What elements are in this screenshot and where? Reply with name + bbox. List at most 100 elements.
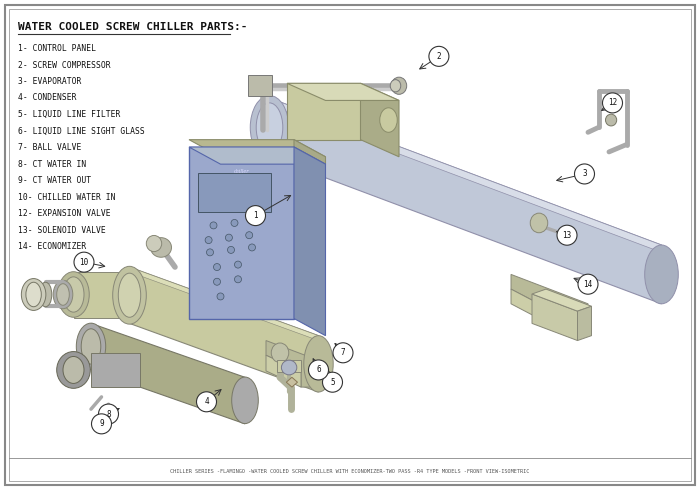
Ellipse shape [53, 280, 73, 309]
Polygon shape [294, 140, 326, 164]
Circle shape [74, 252, 94, 272]
Circle shape [248, 244, 256, 251]
Circle shape [234, 276, 241, 283]
Text: 10: 10 [79, 258, 89, 267]
Text: 3- EVAPORATOR: 3- EVAPORATOR [18, 77, 81, 86]
Circle shape [197, 392, 216, 412]
Text: CHILLER SERIES -FLAMINGO -WATER COOLED SCREW CHILLER WITH ECONOMIZER-TWO PASS -R: CHILLER SERIES -FLAMINGO -WATER COOLED S… [170, 468, 530, 473]
Text: 4- CONDENSER: 4- CONDENSER [18, 94, 76, 102]
Ellipse shape [256, 103, 283, 152]
Circle shape [228, 246, 234, 253]
Circle shape [557, 225, 577, 245]
Ellipse shape [281, 360, 297, 375]
Circle shape [217, 293, 224, 300]
Ellipse shape [57, 352, 90, 388]
Text: 14- ECONOMIZER: 14- ECONOMIZER [18, 242, 86, 251]
Polygon shape [276, 360, 301, 372]
Ellipse shape [304, 336, 333, 392]
Text: 1: 1 [253, 211, 258, 220]
Ellipse shape [39, 282, 52, 307]
Circle shape [333, 343, 353, 363]
Ellipse shape [390, 79, 400, 92]
Circle shape [246, 232, 253, 239]
Polygon shape [130, 267, 318, 392]
FancyBboxPatch shape [199, 173, 270, 212]
Text: 12- EXPANSION VALVE: 12- EXPANSION VALVE [18, 209, 111, 218]
Circle shape [246, 206, 265, 225]
Text: 8: 8 [106, 410, 111, 418]
Circle shape [578, 274, 598, 294]
Ellipse shape [63, 277, 84, 312]
Circle shape [225, 234, 232, 241]
Ellipse shape [118, 273, 141, 318]
Ellipse shape [272, 343, 288, 363]
Text: 9- CT WATER OUT: 9- CT WATER OUT [18, 176, 91, 185]
Text: chiller: chiller [234, 169, 249, 174]
Ellipse shape [57, 272, 90, 318]
Circle shape [231, 220, 238, 226]
Ellipse shape [251, 96, 288, 159]
Text: 6: 6 [316, 366, 321, 374]
Ellipse shape [391, 77, 407, 94]
Ellipse shape [81, 329, 101, 364]
Polygon shape [130, 267, 318, 341]
Text: 5: 5 [330, 378, 335, 387]
Ellipse shape [606, 114, 617, 126]
Polygon shape [578, 306, 592, 341]
Text: 3: 3 [582, 170, 587, 178]
Polygon shape [91, 323, 245, 424]
Circle shape [214, 278, 220, 285]
Polygon shape [266, 355, 301, 387]
Ellipse shape [531, 213, 547, 233]
Polygon shape [360, 83, 399, 157]
Ellipse shape [22, 278, 46, 311]
Polygon shape [266, 341, 322, 387]
FancyBboxPatch shape [248, 75, 272, 96]
Circle shape [603, 93, 622, 113]
Polygon shape [287, 83, 360, 140]
Ellipse shape [379, 108, 398, 132]
Text: 8- CT WATER IN: 8- CT WATER IN [18, 160, 86, 169]
Ellipse shape [113, 267, 146, 324]
Circle shape [214, 264, 220, 270]
Polygon shape [532, 289, 592, 311]
Circle shape [210, 222, 217, 229]
Ellipse shape [645, 245, 678, 304]
Polygon shape [270, 98, 662, 252]
Polygon shape [91, 353, 140, 387]
Circle shape [575, 164, 594, 184]
Polygon shape [189, 147, 294, 318]
Circle shape [252, 217, 259, 224]
FancyBboxPatch shape [5, 5, 695, 485]
Text: 12: 12 [608, 98, 617, 107]
Text: 6- LIQUID LINE SIGHT GLASS: 6- LIQUID LINE SIGHT GLASS [18, 126, 145, 136]
Polygon shape [294, 147, 326, 336]
Circle shape [92, 414, 111, 434]
Circle shape [99, 404, 118, 424]
Polygon shape [511, 274, 588, 333]
Polygon shape [74, 272, 130, 318]
Text: 10- CHILLED WATER IN: 10- CHILLED WATER IN [18, 193, 116, 201]
Polygon shape [189, 140, 326, 157]
Text: 2: 2 [437, 52, 441, 61]
Polygon shape [286, 377, 297, 387]
Ellipse shape [150, 238, 172, 257]
Text: 1- CONTROL PANEL: 1- CONTROL PANEL [18, 44, 96, 53]
Text: WATER COOLED SCREW CHILLER PARTS:-: WATER COOLED SCREW CHILLER PARTS:- [18, 22, 248, 32]
Ellipse shape [251, 76, 267, 96]
Text: 2- SCREW COMPRESSOR: 2- SCREW COMPRESSOR [18, 60, 111, 70]
Polygon shape [511, 289, 567, 333]
Text: 14: 14 [583, 280, 593, 289]
Polygon shape [532, 294, 578, 341]
Polygon shape [189, 147, 326, 164]
Ellipse shape [26, 282, 41, 307]
Circle shape [309, 360, 328, 380]
Polygon shape [270, 98, 662, 304]
Circle shape [429, 47, 449, 66]
Text: 7: 7 [341, 348, 345, 357]
Text: 5- LIQUID LINE FILTER: 5- LIQUID LINE FILTER [18, 110, 120, 119]
Circle shape [205, 237, 212, 244]
Ellipse shape [76, 323, 106, 370]
Ellipse shape [63, 357, 84, 383]
Text: 13: 13 [562, 231, 572, 240]
